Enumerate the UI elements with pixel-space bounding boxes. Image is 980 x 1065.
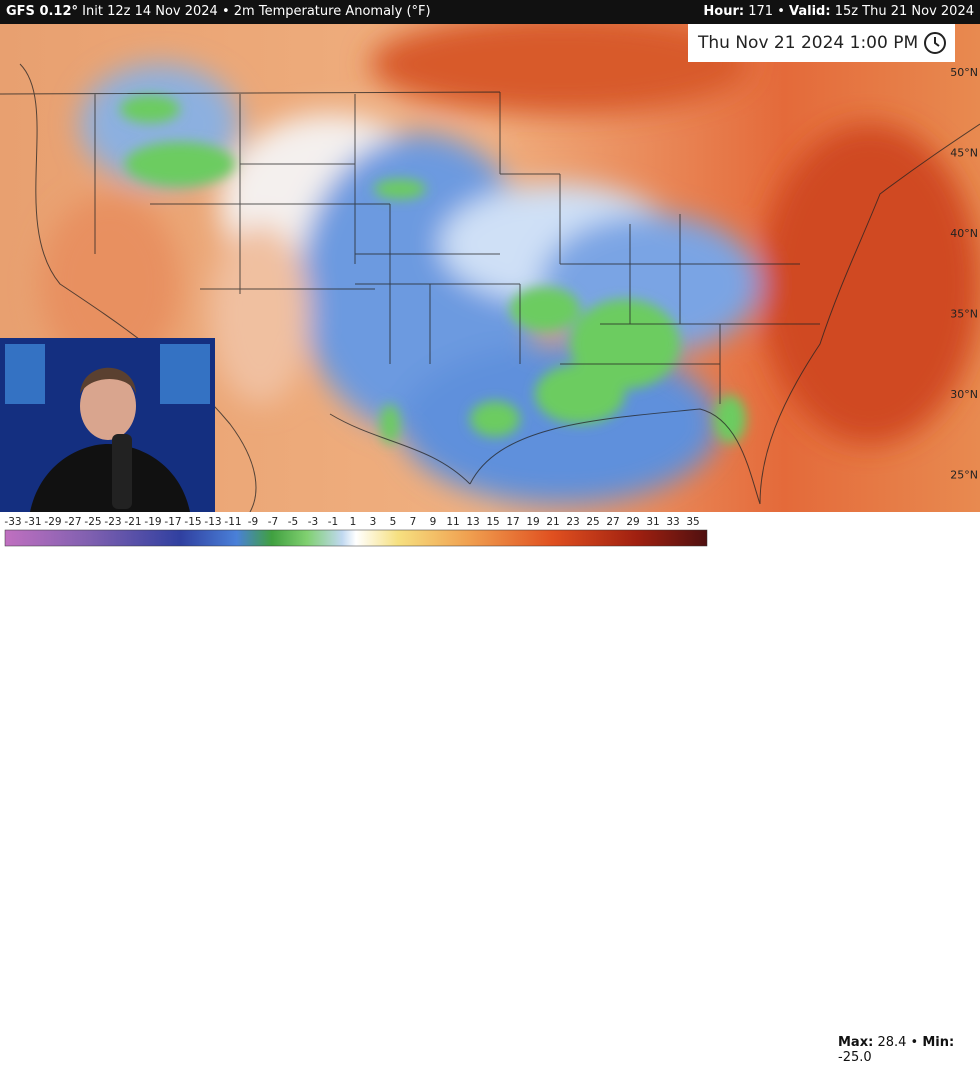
colorbar-label: 19 [526,516,539,528]
colorbar-label: 27 [606,516,619,528]
min: -25.0 [838,1050,872,1065]
colorbar-label: -5 [288,516,298,528]
header-bar: GFS 0.12° Init 12z 14 Nov 2024 • 2m Temp… [0,0,980,24]
colorbar-label: 11 [446,516,459,528]
colorbar-label: -23 [104,516,121,528]
max-label: Max: [838,1035,874,1050]
colorbar-label: 5 [390,516,397,528]
colorbar-label: -29 [44,516,61,528]
valid: 15z Thu 21 Nov 2024 [834,4,974,19]
colorbar-label: 21 [546,516,559,528]
colorbar-label: 33 [666,516,679,528]
colorbar-scale: -33 -31 -29 -27 -25 -23 -21 -19 -17 -15 -13 -11 -9 -7… [4,516,708,547]
hour: 171 [748,4,774,19]
field: 2m Temperature Anomaly (°F) [233,4,431,19]
colorbar-label: 29 [626,516,639,528]
colorbar-label: 25 [586,516,599,528]
stats: Max: 28.4 • Min: -25.0 [838,1035,955,1065]
timestamp: Thu Nov 21 2024 1:00 PM [698,33,919,53]
colorbar-label: -27 [64,516,81,528]
colorbar-label: -25 [84,516,101,528]
colorbar-label: 35 [686,516,699,528]
colorbar-label: 1 [350,516,357,528]
colorbar-label: -15 [184,516,201,528]
latitude-label: 25°N [950,469,978,482]
latitude-label: 50°N [950,66,978,79]
colorbar-label: 7 [410,516,417,528]
min-label: Min: [922,1035,955,1050]
max: 28.4 [877,1035,907,1050]
colorbar-label: -13 [204,516,221,528]
init: Init 12z 14 Nov 2024 [82,4,218,19]
clock-icon [924,32,946,54]
colorbar-label: -31 [24,516,41,528]
colorbar-label: -33 [4,516,21,528]
latitude-label: 45°N [950,147,978,160]
valid-label: Valid: [789,4,831,19]
timestamp-box: Thu Nov 21 2024 1:00 PM [688,24,955,62]
latitude-label: 30°N [950,388,978,401]
model: GFS 0.12° [6,4,79,19]
colorbar-label: -21 [124,516,141,528]
colorbar-label: -19 [144,516,161,528]
colorbar-label: 17 [506,516,519,528]
colorbar-label: 3 [370,516,377,528]
webcam-inset [0,338,215,512]
colorbar-label: -3 [308,516,318,528]
colorbar-label: -1 [328,516,338,528]
weather-map: 50°N 45°N 40°N 35°N 30°N 25°N [0,24,980,512]
colorbar-label: 13 [466,516,479,528]
colorbar-label: 31 [646,516,659,528]
colorbar-label: -9 [248,516,258,528]
colorbar-label: -7 [268,516,278,528]
latitude-label: 40°N [950,227,978,240]
colorbar-label: 9 [430,516,437,528]
latitude-label: 35°N [950,308,978,321]
hour-label: Hour: [703,4,745,19]
colorbar: -33 -31 -29 -27 -25 -23 -21 -19 -17 -15 -13 -11 -9 -7… [0,512,980,1065]
colorbar-label: -11 [224,516,241,528]
colorbar-label: 15 [486,516,499,528]
colorbar-label: -17 [164,516,181,528]
colorbar-label: 23 [566,516,579,528]
